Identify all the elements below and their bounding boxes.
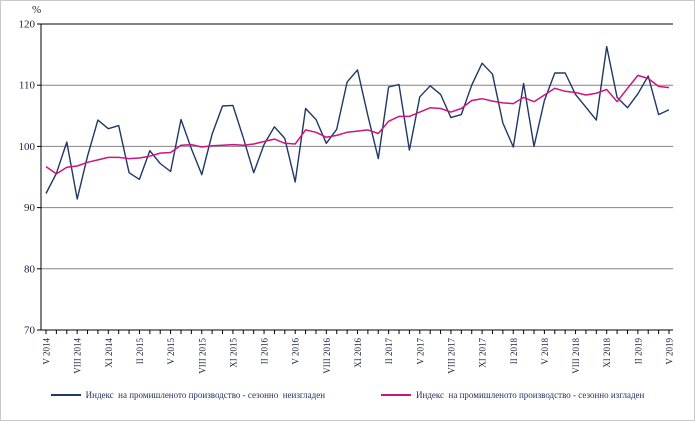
y-axis-unit-label: % [32, 4, 42, 16]
x-tick-label: II 2015 [135, 338, 145, 365]
x-tick-label: V 2018 [540, 338, 550, 365]
x-tick-label: XI 2014 [104, 338, 114, 368]
y-tick-label: 100 [19, 141, 36, 153]
y-tick-label: 110 [19, 80, 36, 92]
x-tick-label: V 2017 [415, 338, 425, 365]
legend-item-adjusted: Индекс на промишленото производство - се… [381, 390, 644, 400]
legend-item-unadjusted: Индекс на промишленото производство - се… [50, 390, 326, 400]
x-tick-label: II 2018 [509, 338, 519, 365]
x-tick-label: V 2014 [42, 338, 52, 365]
x-tick-label: II 2017 [384, 338, 394, 365]
x-tick-label: VIII 2017 [446, 338, 456, 374]
y-tick-label: 120 [19, 19, 36, 31]
x-tick-label: V 2019 [665, 338, 675, 365]
y-tick-label: 90 [24, 202, 36, 214]
legend-label-adjusted: Индекс на промишленото производство - се… [416, 390, 645, 400]
x-tick-label: VIII 2015 [197, 338, 207, 374]
line-chart: 120 110 100 90 80 70 V 2014 VIII 2014 XI 2014 II … [19, 19, 675, 374]
y-tick-label: 70 [24, 325, 36, 337]
x-tick-label: VIII 2014 [73, 338, 83, 374]
series-line-unadjusted [45, 45, 670, 200]
x-tick-label: II 2019 [633, 338, 643, 365]
chart-legend: Индекс на промишленото производство - се… [1, 390, 694, 400]
x-tick-label: XI 2015 [228, 338, 238, 368]
x-tick-label: XI 2016 [353, 338, 363, 368]
legend-label-unadjusted: Индекс на промишленото производство - се… [85, 390, 326, 400]
y-tick-label: 80 [24, 263, 36, 275]
legend-swatch-unadjusted-line [50, 394, 81, 396]
x-tick-label: V 2016 [291, 338, 301, 365]
series-line-adjusted [45, 74, 670, 175]
x-tick-label: VIII 2018 [571, 338, 581, 374]
legend-swatch-adjusted-line [381, 394, 412, 396]
x-tick-label: XI 2017 [478, 338, 488, 368]
x-tick-label: II 2016 [260, 338, 270, 365]
x-tick-label: V 2015 [166, 338, 176, 365]
x-tick-label: VIII 2016 [322, 338, 332, 374]
x-tick-label: XI 2018 [602, 338, 612, 368]
